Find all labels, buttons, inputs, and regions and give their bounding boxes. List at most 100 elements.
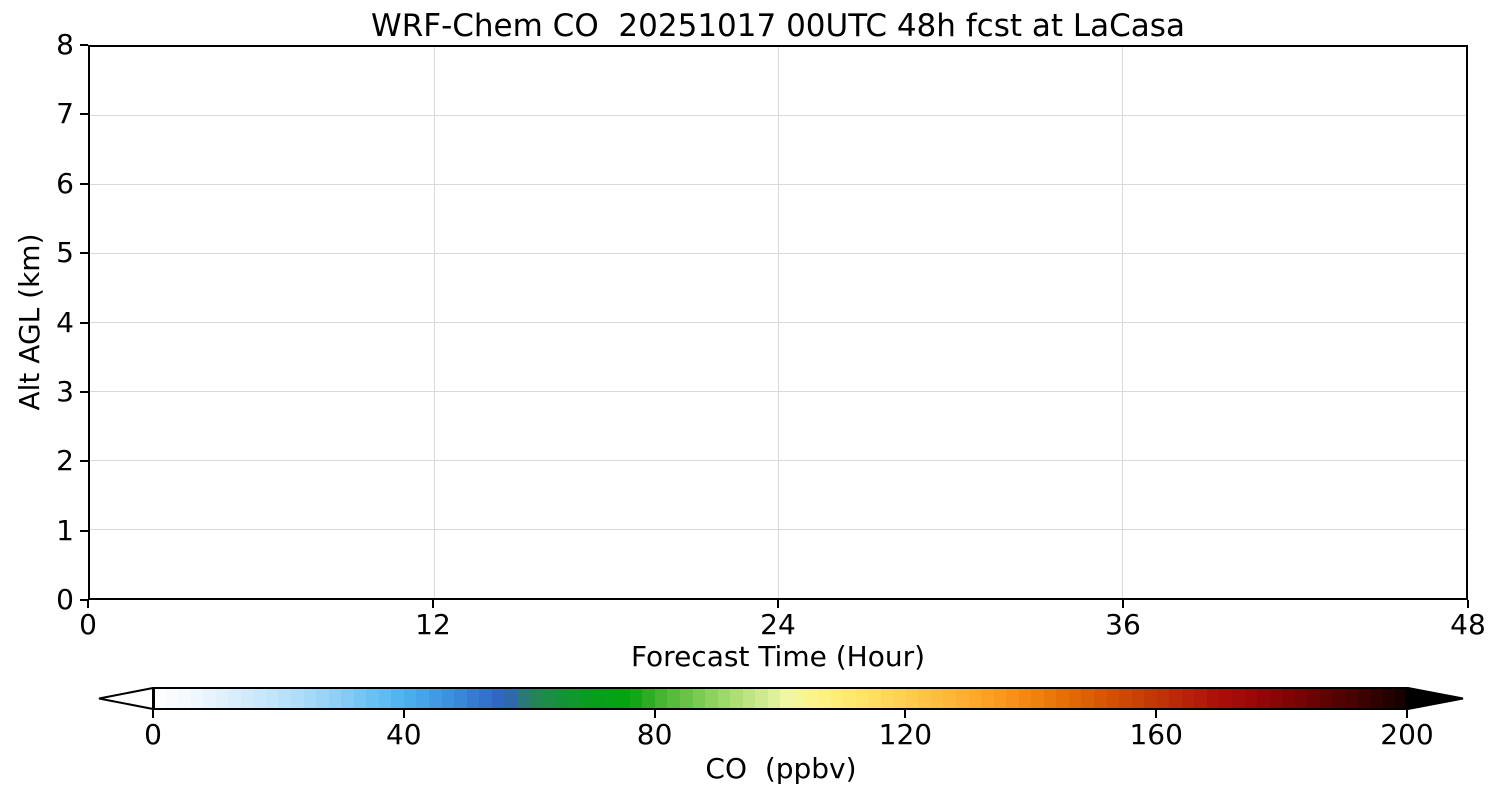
- colorbar-segment: [730, 687, 743, 710]
- colorbar-segment: [880, 687, 894, 710]
- colorbar-segment: [554, 687, 568, 710]
- gridline-horizontal: [90, 459, 1466, 461]
- colorbar-segment: [805, 687, 818, 710]
- y-tick-mark: [80, 390, 88, 393]
- x-tick-label: 36: [1105, 608, 1141, 641]
- colorbar-segment: [792, 687, 806, 710]
- colorbar-segment: [654, 687, 668, 710]
- colorbar-segment: [341, 687, 354, 710]
- colorbar-segment: [1156, 687, 1170, 710]
- colorbar-segment: [1357, 687, 1371, 710]
- colorbar-tick-label: 200: [1380, 718, 1434, 751]
- colorbar-segment: [617, 687, 630, 710]
- colorbar-segment: [228, 687, 241, 710]
- colorbar-segment: [629, 687, 643, 710]
- colorbar-segment: [1344, 687, 1358, 710]
- colorbar-segment: [905, 687, 919, 710]
- colorbar-segment: [893, 687, 906, 710]
- colorbar-segment: [265, 687, 279, 710]
- x-tick-mark: [1122, 600, 1124, 608]
- colorbar-segment: [592, 687, 605, 710]
- x-tick-mark: [87, 600, 89, 608]
- colorbar-segment: [981, 687, 994, 710]
- colorbar-segment: [1206, 687, 1220, 710]
- gridline-horizontal: [90, 184, 1466, 186]
- colorbar-segment: [1257, 687, 1270, 710]
- colorbar-segment: [579, 687, 593, 710]
- colorbar-segment: [705, 687, 718, 710]
- colorbar-segment: [1068, 687, 1082, 710]
- colorbar-segment: [1244, 687, 1258, 710]
- y-tick-label: 0: [56, 583, 74, 616]
- colorbar-segment: [1282, 687, 1295, 710]
- y-tick-label: 7: [56, 97, 74, 131]
- y-tick-label: 1: [56, 513, 74, 547]
- colorbar-segment: [1319, 687, 1333, 710]
- colorbar-segment: [1370, 687, 1383, 710]
- colorbar-tick-label: 120: [878, 718, 933, 751]
- y-tick-mark: [80, 182, 88, 185]
- colorbar-segment: [1094, 687, 1107, 710]
- colorbar-segment: [843, 687, 856, 710]
- colorbar-segment: [1269, 687, 1283, 710]
- y-tick-mark: [80, 321, 88, 324]
- colorbar-segment: [253, 687, 266, 710]
- colorbar-tick-label: 80: [636, 718, 673, 751]
- colorbar-segment: [755, 687, 768, 710]
- colorbar-tick-mark: [1155, 710, 1158, 718]
- chart-title: WRF-Chem CO 20251017 00UTC 48h fcst at L…: [371, 8, 1185, 44]
- colorbar-segment: [429, 687, 442, 710]
- colorbar-tick-label: 160: [1129, 718, 1183, 751]
- colorbar-segment: [717, 687, 731, 710]
- colorbar-segment: [1119, 687, 1132, 710]
- y-tick-mark: [80, 44, 88, 46]
- colorbar-segment: [529, 687, 542, 710]
- colorbar-segment: [855, 687, 869, 710]
- colorbar-segment: [316, 687, 329, 710]
- gridline-horizontal: [90, 390, 1466, 392]
- colorbar-segment: [767, 687, 781, 710]
- colorbar-segment: [868, 687, 881, 710]
- colorbar-segment: [1181, 687, 1195, 710]
- colorbar-tick-label: 40: [385, 718, 422, 751]
- x-tick-label: 0: [79, 608, 97, 641]
- colorbar-segment: [328, 687, 342, 710]
- colorbar-segment: [943, 687, 956, 710]
- colorbar-segment: [291, 687, 304, 710]
- colorbar-segment: [1307, 687, 1320, 710]
- gridline-horizontal: [90, 528, 1466, 530]
- colorbar-segment: [692, 687, 706, 710]
- y-tick-mark: [80, 113, 88, 116]
- gridline-horizontal: [90, 322, 1466, 323]
- colorbar-outline: [98, 687, 1464, 710]
- y-tick-mark: [80, 599, 88, 601]
- colorbar-segment: [1081, 687, 1095, 710]
- colorbar-segment: [742, 687, 756, 710]
- x-axis-label: Forecast Time (Hour): [630, 640, 926, 673]
- colorbar-segment: [516, 687, 530, 710]
- colorbar-segment: [667, 687, 680, 710]
- colorbar-segment: [366, 687, 379, 710]
- colorbar-segment: [1131, 687, 1145, 710]
- colorbar-segment: [1144, 687, 1157, 710]
- colorbar-frame: [153, 687, 1407, 710]
- colorbar-tick-mark: [653, 710, 656, 718]
- colorbar-segment: [466, 687, 480, 710]
- colorbar-tick-mark: [402, 710, 405, 718]
- colorbar-segment: [278, 687, 292, 710]
- colorbar-right-arrow: [1407, 687, 1464, 710]
- colorbar-segment: [403, 687, 417, 710]
- colorbar-segment: [303, 687, 317, 710]
- colorbar-segment: [567, 687, 580, 710]
- x-tick-mark: [777, 600, 779, 608]
- colorbar-segment: [454, 687, 467, 710]
- colorbar-segment: [416, 687, 430, 710]
- colorbar-segment: [203, 687, 216, 710]
- colorbar-tick-mark: [904, 710, 907, 718]
- plot-area: [88, 45, 1468, 600]
- colorbar-segment: [391, 687, 404, 710]
- colorbar-segment: [679, 687, 693, 710]
- colorbar-label: CO (ppbv): [705, 752, 857, 785]
- colorbar-tick-mark: [152, 710, 154, 718]
- colorbar-segment: [178, 687, 191, 710]
